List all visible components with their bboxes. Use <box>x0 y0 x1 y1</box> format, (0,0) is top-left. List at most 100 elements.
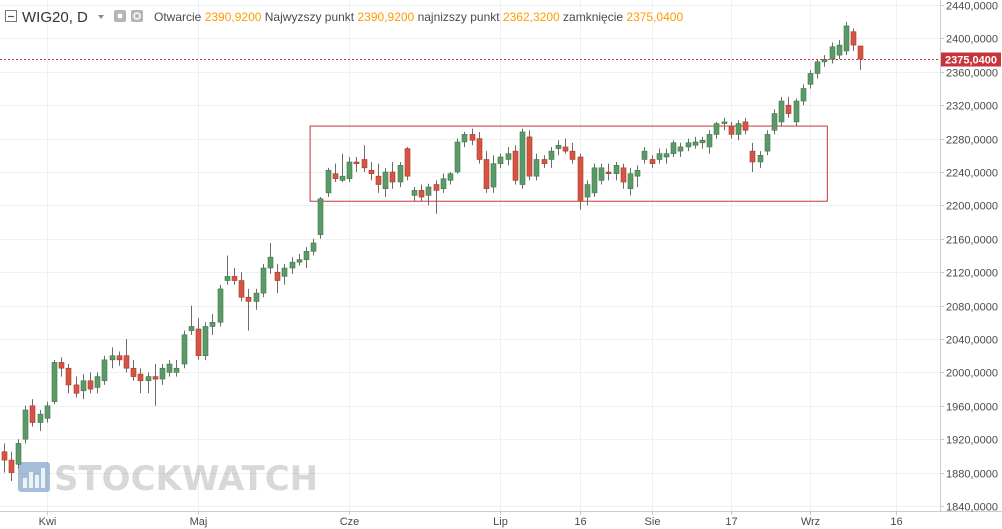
candle[interactable] <box>73 376 80 398</box>
candle[interactable] <box>778 96 785 127</box>
candle[interactable] <box>555 140 562 156</box>
candle[interactable] <box>613 161 620 181</box>
candle[interactable] <box>699 136 706 149</box>
candle[interactable] <box>541 155 548 168</box>
candle[interactable] <box>353 156 360 172</box>
candle[interactable] <box>361 145 368 172</box>
candle[interactable] <box>807 70 814 89</box>
candle[interactable] <box>87 372 94 394</box>
candle[interactable] <box>735 120 742 141</box>
candle[interactable] <box>44 401 51 423</box>
candle[interactable] <box>476 131 483 164</box>
candle[interactable] <box>800 84 807 106</box>
candle[interactable] <box>598 163 605 185</box>
candle[interactable] <box>497 153 504 168</box>
candle[interactable] <box>685 138 692 152</box>
candle[interactable] <box>433 180 440 214</box>
candle[interactable] <box>850 28 857 51</box>
candle[interactable] <box>339 153 346 183</box>
candle[interactable] <box>260 263 267 298</box>
candle[interactable] <box>584 180 591 206</box>
candle[interactable] <box>454 138 461 174</box>
candle[interactable] <box>15 439 22 469</box>
candle[interactable] <box>22 405 29 444</box>
candle[interactable] <box>130 359 137 381</box>
candle[interactable] <box>231 268 238 285</box>
candle[interactable] <box>397 161 404 188</box>
candle[interactable] <box>533 153 540 181</box>
candle[interactable] <box>145 372 152 394</box>
candle[interactable] <box>375 163 382 193</box>
candle[interactable] <box>620 163 627 189</box>
candle[interactable] <box>749 142 756 172</box>
candle[interactable] <box>447 172 454 185</box>
candle[interactable] <box>692 136 699 149</box>
candle[interactable] <box>109 347 116 369</box>
candle[interactable] <box>461 131 468 147</box>
candle[interactable] <box>418 184 425 202</box>
candle[interactable] <box>289 257 296 274</box>
price-axis[interactable]: 1840,0000 1880,0000 1920,0000 1960,0000 2000… <box>940 1 998 514</box>
candle[interactable] <box>490 155 497 193</box>
candle[interactable] <box>670 140 677 157</box>
collapse-legend-button[interactable] <box>5 10 17 22</box>
candle[interactable] <box>116 351 123 366</box>
candle[interactable] <box>569 142 576 164</box>
candle[interactable] <box>728 121 735 139</box>
candle[interactable] <box>346 156 353 183</box>
candle[interactable] <box>137 368 144 394</box>
candle[interactable] <box>238 272 245 302</box>
candle[interactable] <box>37 409 44 431</box>
candle[interactable] <box>245 288 252 331</box>
candle[interactable] <box>195 318 202 360</box>
candle[interactable] <box>577 153 584 210</box>
candle[interactable] <box>742 117 749 135</box>
candle[interactable] <box>404 146 411 181</box>
candle[interactable] <box>483 151 490 193</box>
candle[interactable] <box>94 372 101 394</box>
candle[interactable] <box>368 161 375 181</box>
candle[interactable] <box>591 163 598 198</box>
candle[interactable] <box>793 98 800 127</box>
candle[interactable] <box>58 357 65 377</box>
candle[interactable] <box>8 451 15 481</box>
candle[interactable] <box>296 253 303 266</box>
candle[interactable] <box>325 167 332 198</box>
candle[interactable] <box>663 148 670 164</box>
candle[interactable] <box>512 145 519 185</box>
candle[interactable] <box>209 313 216 335</box>
symbol-label[interactable]: WIG20, D <box>22 9 88 26</box>
candle[interactable] <box>224 255 231 285</box>
candle[interactable] <box>425 183 432 206</box>
candle[interactable] <box>274 263 281 294</box>
chevron-down-icon[interactable] <box>98 15 104 19</box>
candle[interactable] <box>80 374 87 400</box>
candle[interactable] <box>641 146 648 164</box>
candle[interactable] <box>382 167 389 198</box>
candle[interactable] <box>656 148 663 164</box>
candle[interactable] <box>310 238 317 256</box>
candle[interactable] <box>440 173 447 193</box>
candle[interactable] <box>706 130 713 154</box>
candle[interactable] <box>785 96 792 118</box>
candle[interactable] <box>29 399 36 427</box>
candle[interactable] <box>757 151 764 168</box>
candle[interactable] <box>101 355 108 385</box>
gear-icon[interactable] <box>131 10 143 22</box>
candle[interactable] <box>1 443 8 473</box>
candle[interactable] <box>721 117 728 131</box>
settings-icon[interactable] <box>114 10 126 22</box>
candle[interactable] <box>303 247 310 269</box>
candle[interactable] <box>562 138 569 154</box>
candle[interactable] <box>173 359 180 377</box>
candle[interactable] <box>519 128 526 189</box>
candle[interactable] <box>281 263 288 285</box>
candle[interactable] <box>217 284 224 327</box>
candle[interactable] <box>627 167 634 196</box>
candle[interactable] <box>771 109 778 135</box>
candle[interactable] <box>188 305 195 335</box>
candle[interactable] <box>505 146 512 166</box>
candle[interactable] <box>605 163 612 181</box>
candle[interactable] <box>267 242 274 274</box>
